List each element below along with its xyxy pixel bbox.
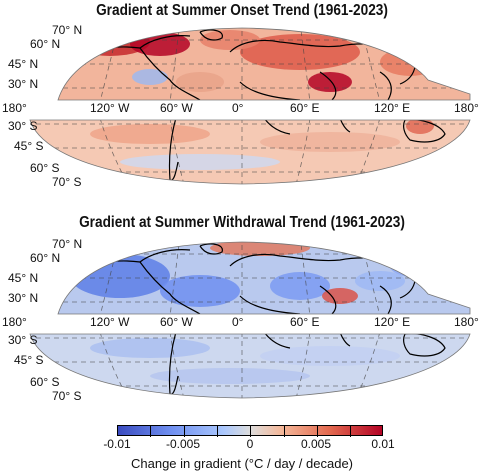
map1-title: Gradient at Summer Onset Trend (1961-202… (96, 2, 388, 19)
lon-label: 0° (232, 101, 244, 115)
lat-label-south: 60° S (30, 161, 60, 175)
map1-summer-onset: 70° N 60° N 45° N 30° N 180° 120° W 60° W 0° 60°… (0, 22, 484, 222)
lat-label-north: 70° N (52, 23, 83, 37)
colorbar-tick (284, 426, 285, 437)
lat-label-south: 70° S (52, 389, 82, 403)
lat-label-south: 70° S (52, 175, 82, 189)
lat-label-north: 60° N (30, 251, 61, 265)
colorbar-tick-label: -0.01 (103, 437, 131, 451)
north-panel (58, 242, 470, 314)
colorbar-tick (250, 426, 251, 437)
colorbar-tick (150, 426, 151, 437)
lon-label: 60° E (290, 315, 320, 329)
lat-label-south: 45° S (14, 353, 44, 367)
map2-title: Gradient at Summer Withdrawal Trend (196… (79, 214, 405, 231)
colorbar-tick-label: 0.005 (300, 437, 332, 451)
lon-label: 60° E (290, 101, 320, 115)
colorbar-tick (217, 426, 218, 437)
lat-label-north: 45° N (8, 271, 39, 285)
lon-label: 120° W (90, 315, 130, 329)
lon-label: 180° (454, 315, 479, 329)
colorbar-tick-label: -0.005 (165, 437, 201, 451)
lon-label: 60° W (160, 315, 193, 329)
lon-label: 120° W (90, 101, 130, 115)
lon-label: 120° E (374, 101, 411, 115)
lat-label-south: 30° S (8, 333, 38, 347)
colorbar-tick-label: 0.01 (371, 437, 395, 451)
lat-label-north: 30° N (8, 291, 39, 305)
lon-label: 180° (2, 101, 27, 115)
colorbar-tick (317, 426, 318, 437)
lat-label-south: 60° S (30, 375, 60, 389)
lat-label-south: 30° S (8, 119, 38, 133)
lat-label-north: 70° N (52, 237, 83, 251)
colorbar-tick (350, 426, 351, 437)
map2-summer-withdrawal: 70° N 60° N 45° N 30° N 180° 120° W 60° W 0° 60°… (0, 236, 484, 436)
lat-label-north: 45° N (8, 57, 39, 71)
lat-label-south: 45° S (14, 139, 44, 153)
colorbar-tick (184, 426, 185, 437)
colorbar (117, 425, 383, 437)
lon-label: 0° (232, 315, 244, 329)
lat-label-north: 60° N (30, 37, 61, 51)
lat-label-north: 30° N (8, 77, 39, 91)
lon-label: 180° (2, 315, 27, 329)
lon-label: 60° W (160, 101, 193, 115)
colorbar-tick-label: 0 (246, 437, 254, 451)
colorbar-label: Change in gradient (°C / day / decade) (131, 456, 353, 471)
lon-label: 120° E (374, 315, 411, 329)
lon-label: 180° (454, 101, 479, 115)
